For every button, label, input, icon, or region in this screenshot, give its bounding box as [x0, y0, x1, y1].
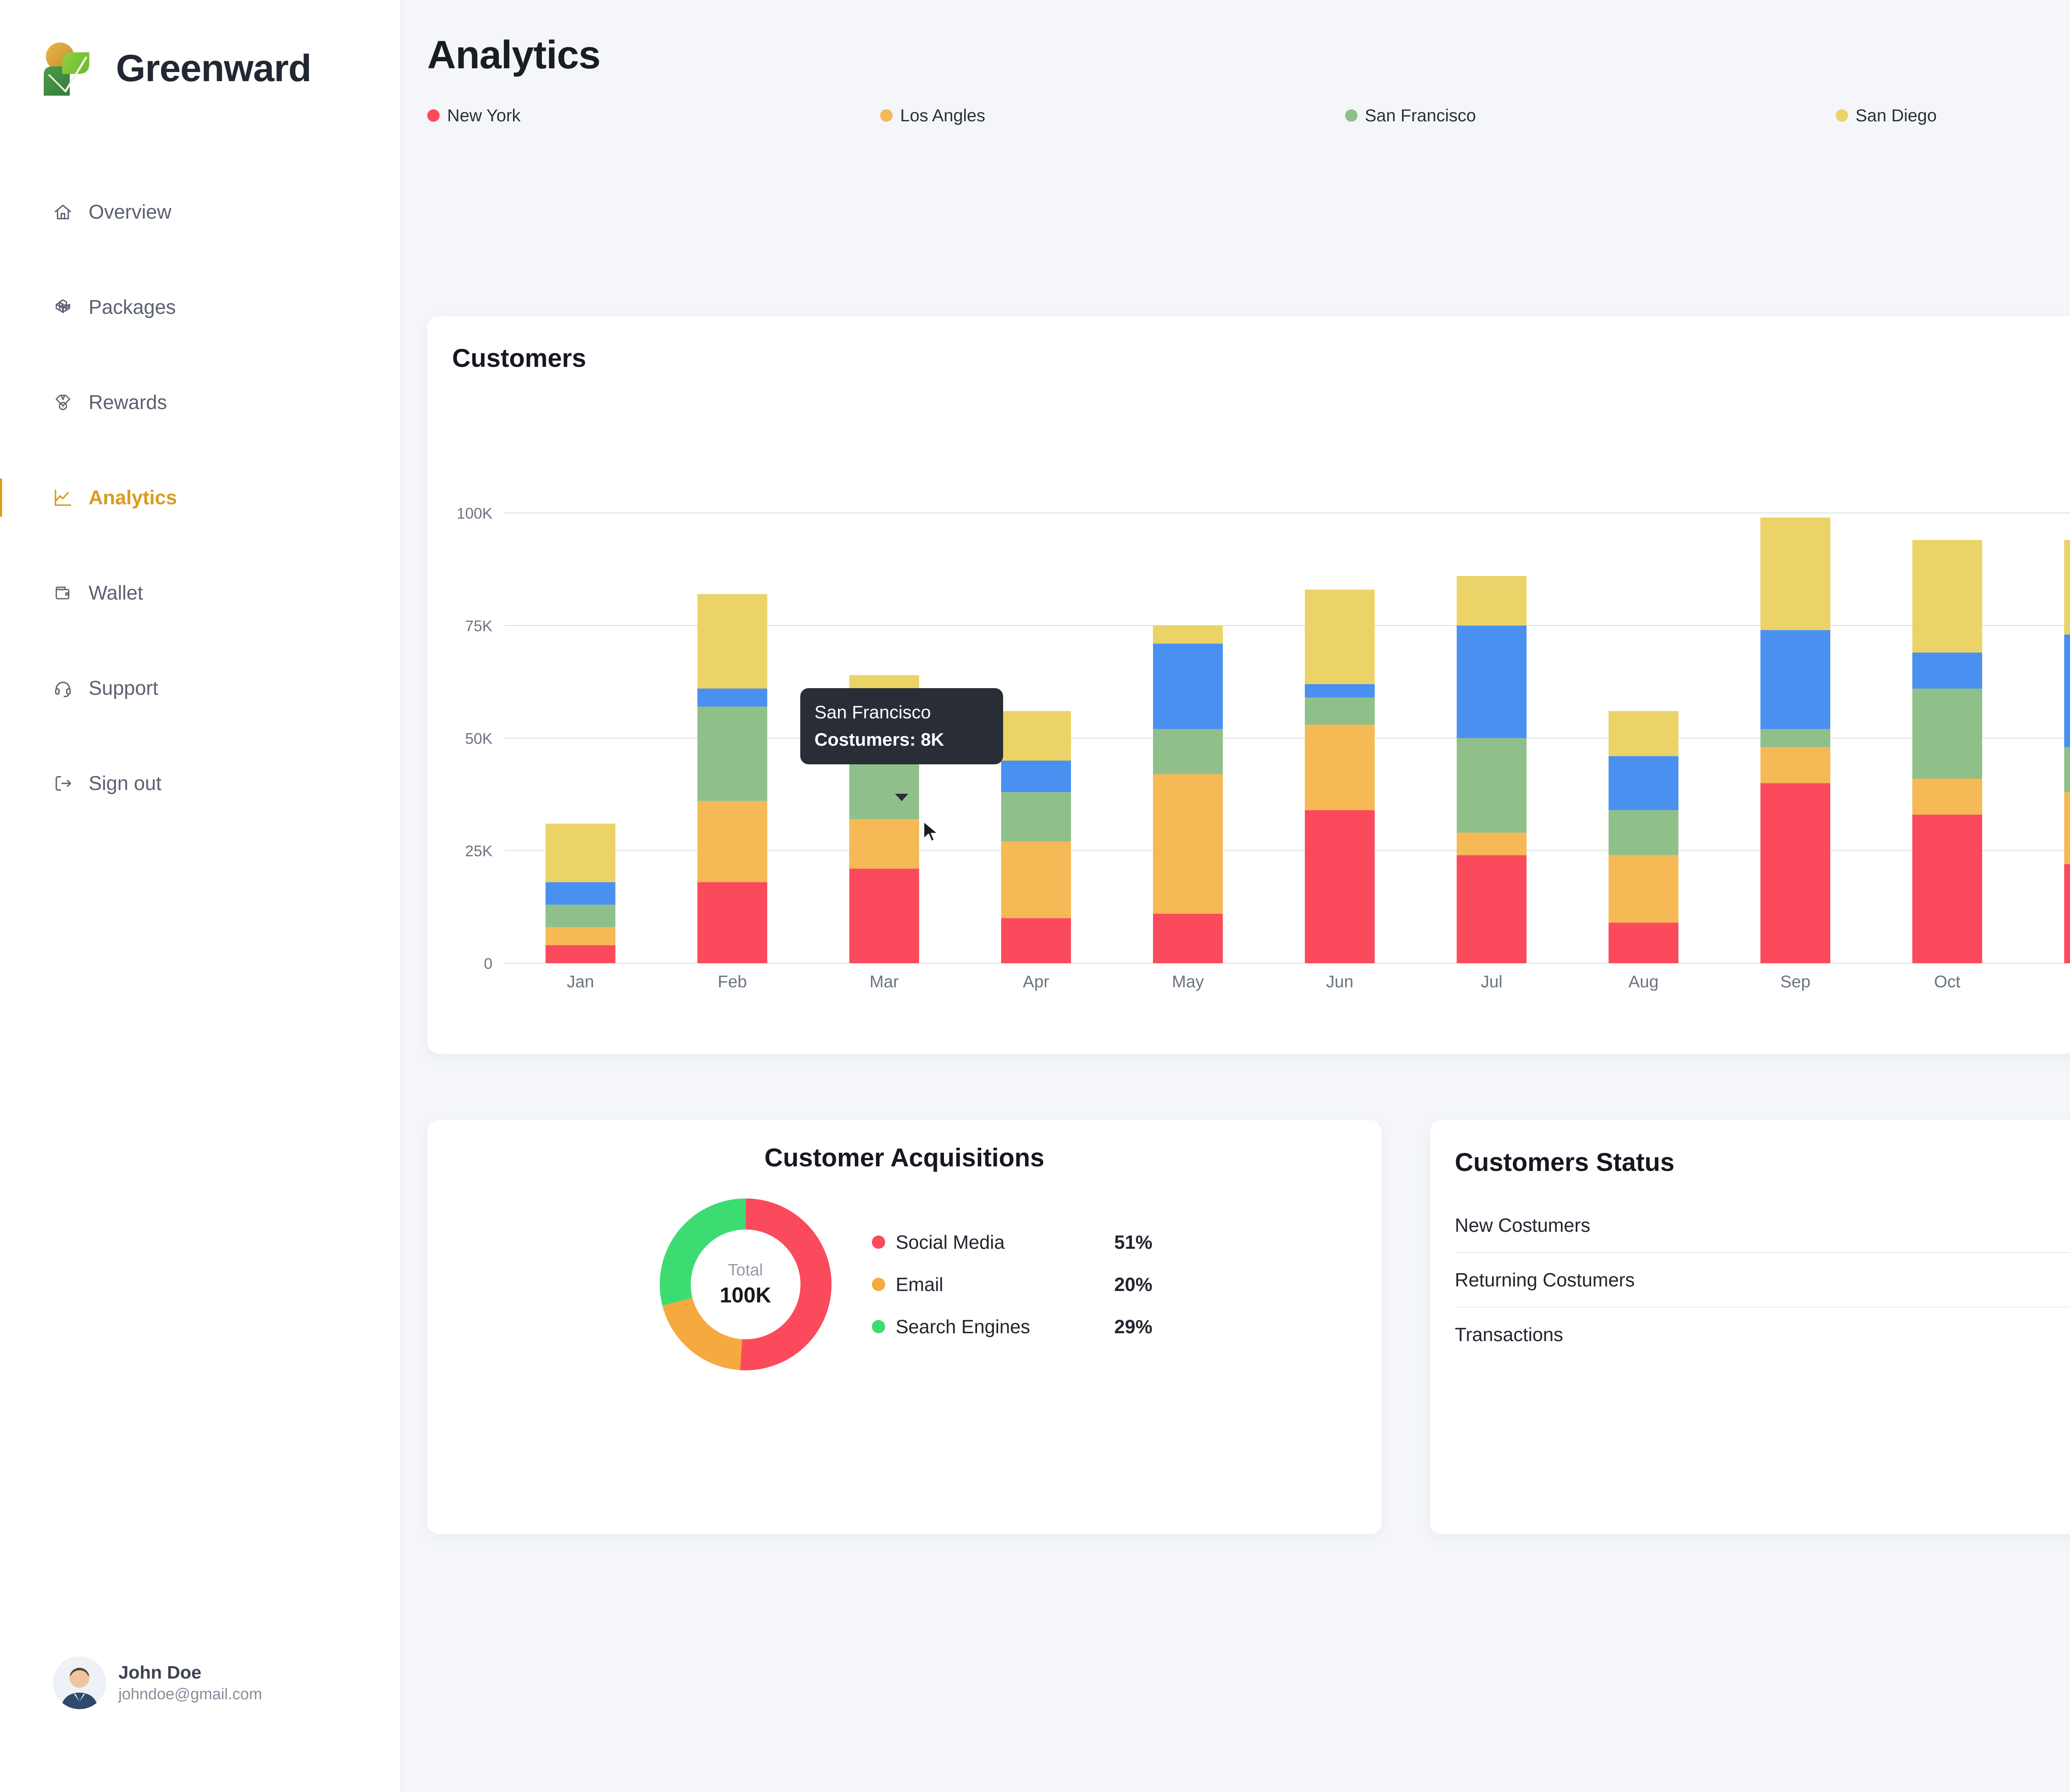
svg-text:100K: 100K	[457, 505, 493, 522]
svg-text:Oct: Oct	[1934, 972, 1961, 991]
svg-text:50K: 50K	[465, 730, 493, 747]
svg-text:Apr: Apr	[1023, 972, 1049, 991]
svg-text:0: 0	[484, 955, 493, 972]
svg-text:Jun: Jun	[1326, 972, 1353, 991]
svg-text:May: May	[1172, 972, 1204, 991]
svg-text:Aug: Aug	[1628, 972, 1658, 991]
svg-text:Sep: Sep	[1780, 972, 1810, 991]
svg-text:25K: 25K	[465, 842, 493, 860]
svg-text:Mar: Mar	[869, 972, 898, 991]
svg-text:Jul: Jul	[1481, 972, 1502, 991]
svg-text:75K: 75K	[465, 617, 493, 634]
svg-text:Jan: Jan	[567, 972, 594, 991]
svg-text:Feb: Feb	[718, 972, 747, 991]
svg-text:1: 1	[62, 404, 64, 409]
